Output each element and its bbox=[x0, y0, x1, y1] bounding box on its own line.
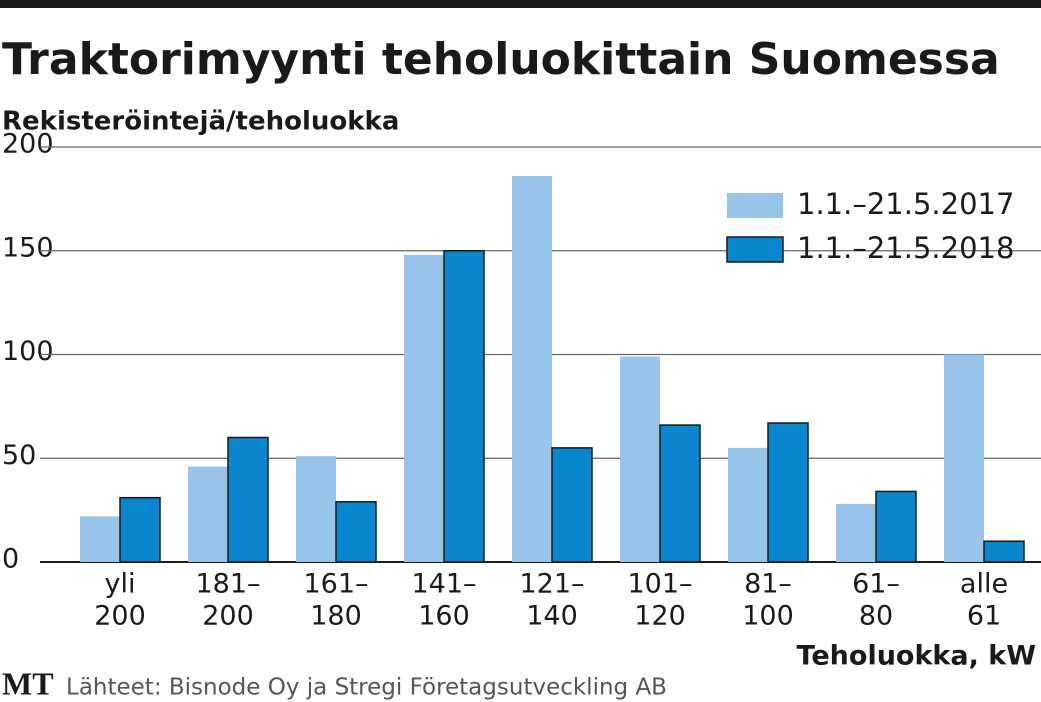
bar bbox=[983, 540, 1025, 563]
bar bbox=[944, 354, 984, 562]
bar bbox=[659, 424, 701, 563]
bar bbox=[227, 436, 269, 563]
bar bbox=[767, 422, 809, 563]
y-tick-label: 100 bbox=[2, 336, 54, 367]
bar bbox=[188, 466, 228, 562]
x-tick-label: 200 bbox=[202, 601, 254, 632]
bar bbox=[443, 250, 485, 563]
x-tick-label: 180 bbox=[310, 601, 362, 632]
bar bbox=[551, 447, 593, 563]
bar bbox=[404, 254, 444, 562]
x-tick-label: 100 bbox=[742, 601, 794, 632]
x-tick-label: yli bbox=[105, 569, 136, 600]
y-tick-label: 150 bbox=[2, 232, 54, 263]
bar bbox=[80, 516, 120, 562]
bar bbox=[335, 501, 377, 563]
x-tick-label: 121– bbox=[519, 569, 584, 600]
bar bbox=[620, 356, 660, 562]
bar bbox=[728, 447, 768, 562]
bar bbox=[836, 503, 876, 562]
x-tick-label: 181– bbox=[195, 569, 260, 600]
x-tick-label: 61– bbox=[852, 569, 900, 600]
x-tick-label: 101– bbox=[627, 569, 692, 600]
subtitle: Rekisteröintejä/teholuokka bbox=[2, 107, 399, 137]
y-tick-label: 200 bbox=[2, 129, 54, 160]
x-tick-label: 160 bbox=[418, 601, 470, 632]
x-tick-label: 61 bbox=[967, 601, 1001, 632]
legend-swatch bbox=[726, 236, 784, 263]
x-tick-label: 141– bbox=[411, 569, 476, 600]
legend-label: 1.1.–21.5.2017 bbox=[797, 187, 1014, 221]
x-tick-label: 120 bbox=[634, 601, 686, 632]
top-bar bbox=[0, 0, 1041, 8]
x-tick-label: 81– bbox=[744, 569, 792, 600]
x-tick-label: 200 bbox=[94, 601, 146, 632]
x-tick-label: 80 bbox=[859, 601, 893, 632]
bar bbox=[119, 496, 161, 563]
bar bbox=[875, 490, 917, 563]
legend-label: 1.1.–21.5.2018 bbox=[797, 231, 1014, 265]
chart-title: Traktorimyynti teholuokittain Suomessa bbox=[2, 34, 1000, 85]
x-tick-label: 161– bbox=[303, 569, 368, 600]
x-tick-label: alle bbox=[960, 569, 1008, 600]
source: Lähteet: Bisnode Oy ja Stregi Företagsut… bbox=[66, 675, 667, 701]
y-tick-label: 0 bbox=[2, 544, 19, 575]
x-tick-label: 140 bbox=[526, 601, 578, 632]
legend-swatch bbox=[727, 193, 783, 218]
logo: MT bbox=[2, 665, 54, 701]
bar bbox=[296, 456, 336, 562]
bar bbox=[512, 176, 552, 563]
x-axis-title: Teholuokka, kW bbox=[797, 641, 1036, 672]
y-tick-label: 50 bbox=[2, 440, 36, 471]
